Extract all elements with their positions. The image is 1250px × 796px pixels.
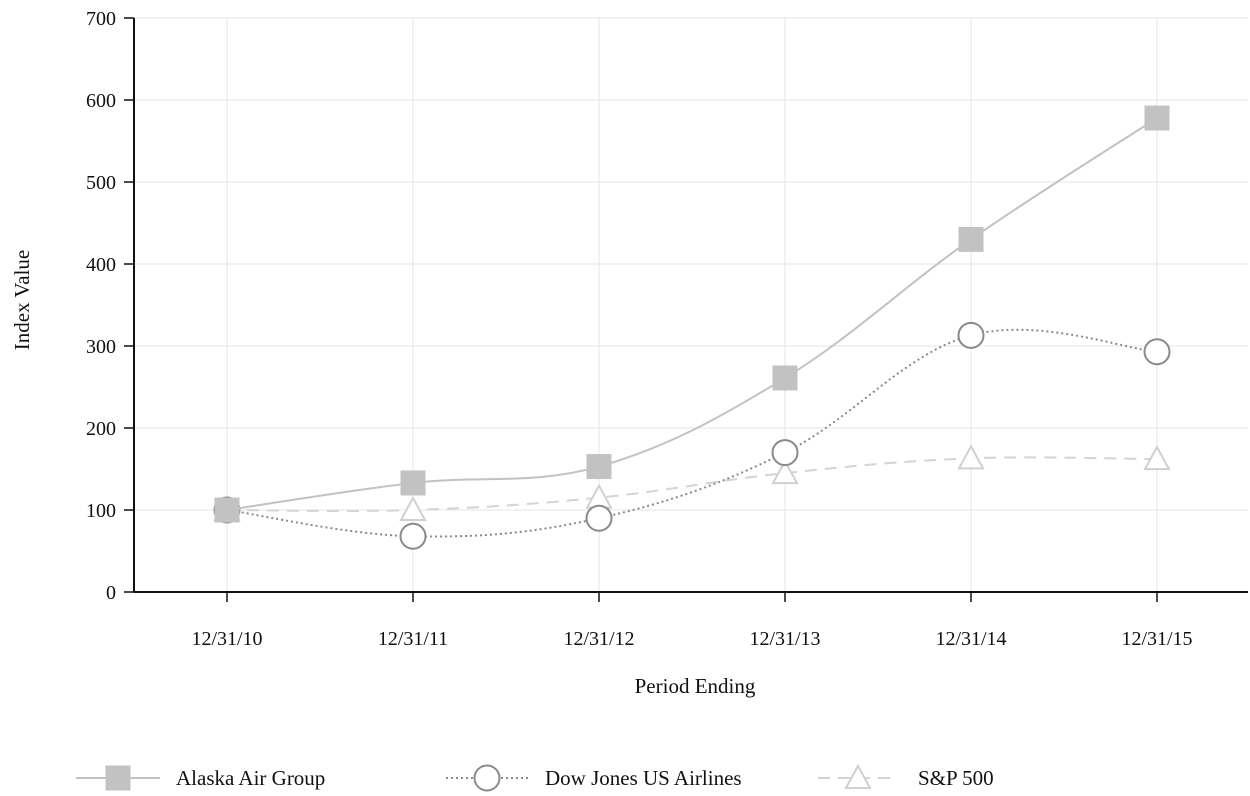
legend-label-alaska-air-group: Alaska Air Group (176, 766, 325, 790)
y-tick-label: 600 (86, 90, 116, 112)
legend-marker-s-p-500 (844, 763, 872, 789)
data-point-dow-jones-us-airlines (399, 522, 427, 550)
data-point-alaska-air-group (214, 497, 240, 523)
data-point-s-p-500 (1143, 445, 1171, 471)
data-point-s-p-500 (399, 495, 427, 521)
data-point-alaska-air-group (586, 454, 612, 480)
x-tick-label: 12/31/13 (749, 628, 820, 650)
legend-label-dow-jones-us-airlines: Dow Jones US Airlines (545, 766, 742, 790)
axes: 0 100 200 300 400 500 600 700 12/31/10 12/31/11 12… (86, 8, 1248, 650)
legend-marker-dow-jones-us-airlines (473, 764, 501, 792)
data-point-alaska-air-group (400, 470, 426, 496)
data-point-s-p-500 (957, 444, 985, 470)
y-tick-label: 200 (86, 418, 116, 440)
series-line-alaska-air-group (226, 117, 1158, 511)
data-point-dow-jones-us-airlines (771, 439, 799, 467)
data-point-s-p-500 (771, 459, 799, 485)
y-tick-label: 300 (86, 336, 116, 358)
data-point-alaska-air-group (1144, 105, 1170, 131)
data-point-alaska-air-group (772, 365, 798, 391)
x-axis-title: Period Ending (635, 674, 756, 698)
data-point-dow-jones-us-airlines (585, 504, 613, 532)
series-line-s-p-500 (226, 456, 1158, 512)
legend-marker-alaska-air-group (105, 765, 131, 791)
x-tick-label: 12/31/10 (191, 628, 262, 650)
series-line-dow-jones-us-airlines (226, 328, 1158, 538)
y-tick-label: 700 (86, 8, 116, 30)
series-layer (213, 105, 1171, 550)
data-point-dow-jones-us-airlines (1143, 338, 1171, 366)
y-axis-title: Index Value (10, 250, 34, 351)
legend: Alaska Air Group Dow Jones US Airlines S&P… (76, 763, 994, 792)
y-tick-label: 100 (86, 500, 116, 522)
x-tick-label: 12/31/15 (1121, 628, 1192, 650)
x-tick-label: 12/31/12 (563, 628, 634, 650)
y-tick-label: 0 (106, 582, 116, 604)
gridlines (134, 17, 1248, 592)
data-point-alaska-air-group (958, 226, 984, 252)
x-tick-label: 12/31/11 (378, 628, 448, 650)
data-point-dow-jones-us-airlines (957, 321, 985, 349)
x-tick-label: 12/31/14 (935, 628, 1006, 650)
y-tick-label: 400 (86, 254, 116, 276)
legend-label-s-p-500: S&P 500 (918, 766, 994, 790)
y-tick-label: 500 (86, 172, 116, 194)
